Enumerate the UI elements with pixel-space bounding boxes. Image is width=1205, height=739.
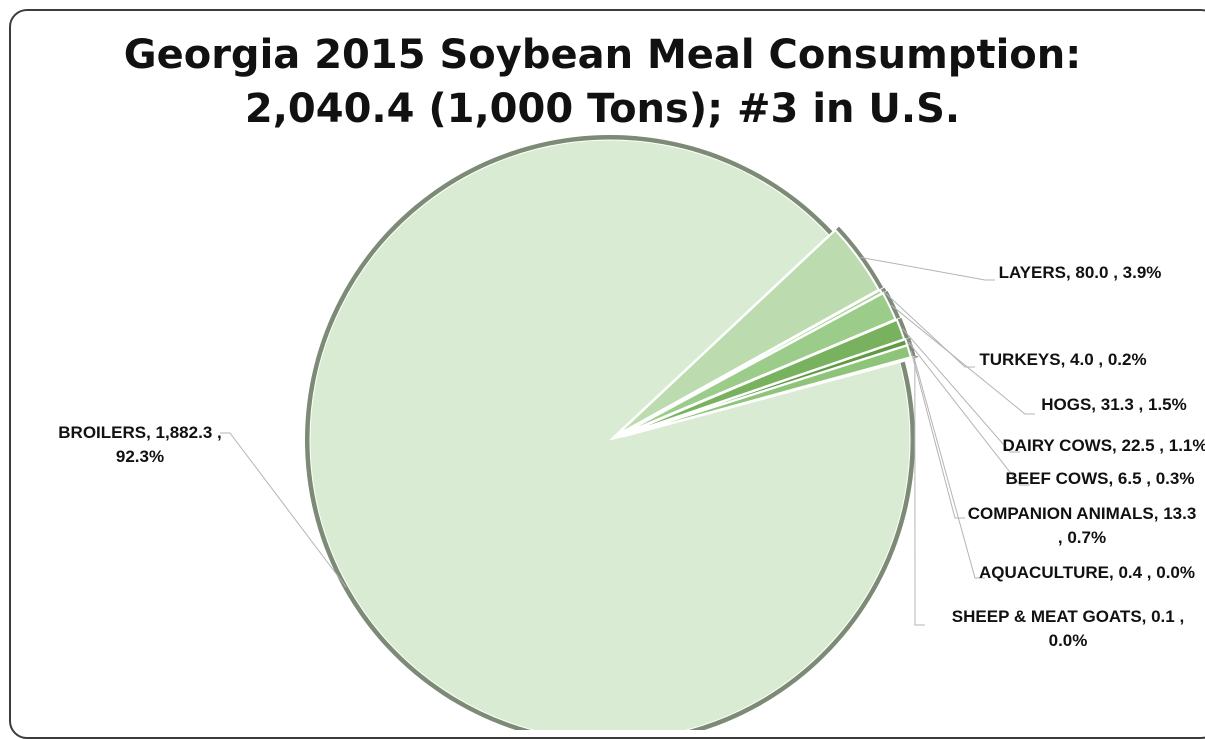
leader-line [902,328,1020,453]
data-label-sheep-meat-goats: SHEEP & MEAT GOATS, 0.1 , 0.0% [952,607,1184,650]
leader-line [910,350,965,519]
data-label-dairy-cows: DAIRY COWS, 22.5 , 1.1% [1002,436,1205,455]
leader-line [914,356,925,626]
leader-line [220,432,347,588]
leader-line [882,290,975,368]
chart-title-line-2: 2,040.4 (1,000 Tons); #3 in U.S. [244,86,961,132]
leader-line [907,341,1030,486]
leader-line [891,304,1035,415]
data-label-layers: LAYERS, 80.0 , 3.9% [999,263,1162,282]
chart-title: Georgia 2015 Soybean Meal Consumption: 2… [0,28,1205,136]
leader-line [860,256,995,281]
data-label-broilers: BROILERS, 1,882.3 , 92.3% [58,423,221,466]
data-label-hogs: HOGS, 31.3 , 1.5% [1041,395,1187,414]
data-label-beef-cows: BEEF COWS, 6.5 , 0.3% [1006,469,1195,488]
chart-title-line-1: Georgia 2015 Soybean Meal Consumption: [123,32,1082,78]
data-label-companion-animals: COMPANION ANIMALS, 13.3, 0.7% [968,504,1197,547]
data-label-turkeys: TURKEYS, 4.0 , 0.2% [979,350,1146,369]
pie-slice-layers [615,228,881,437]
data-label-aquaculture: AQUACULTURE, 0.4 , 0.0% [979,563,1195,582]
pie-slice-broilers [309,139,911,730]
leader-line [913,356,985,579]
